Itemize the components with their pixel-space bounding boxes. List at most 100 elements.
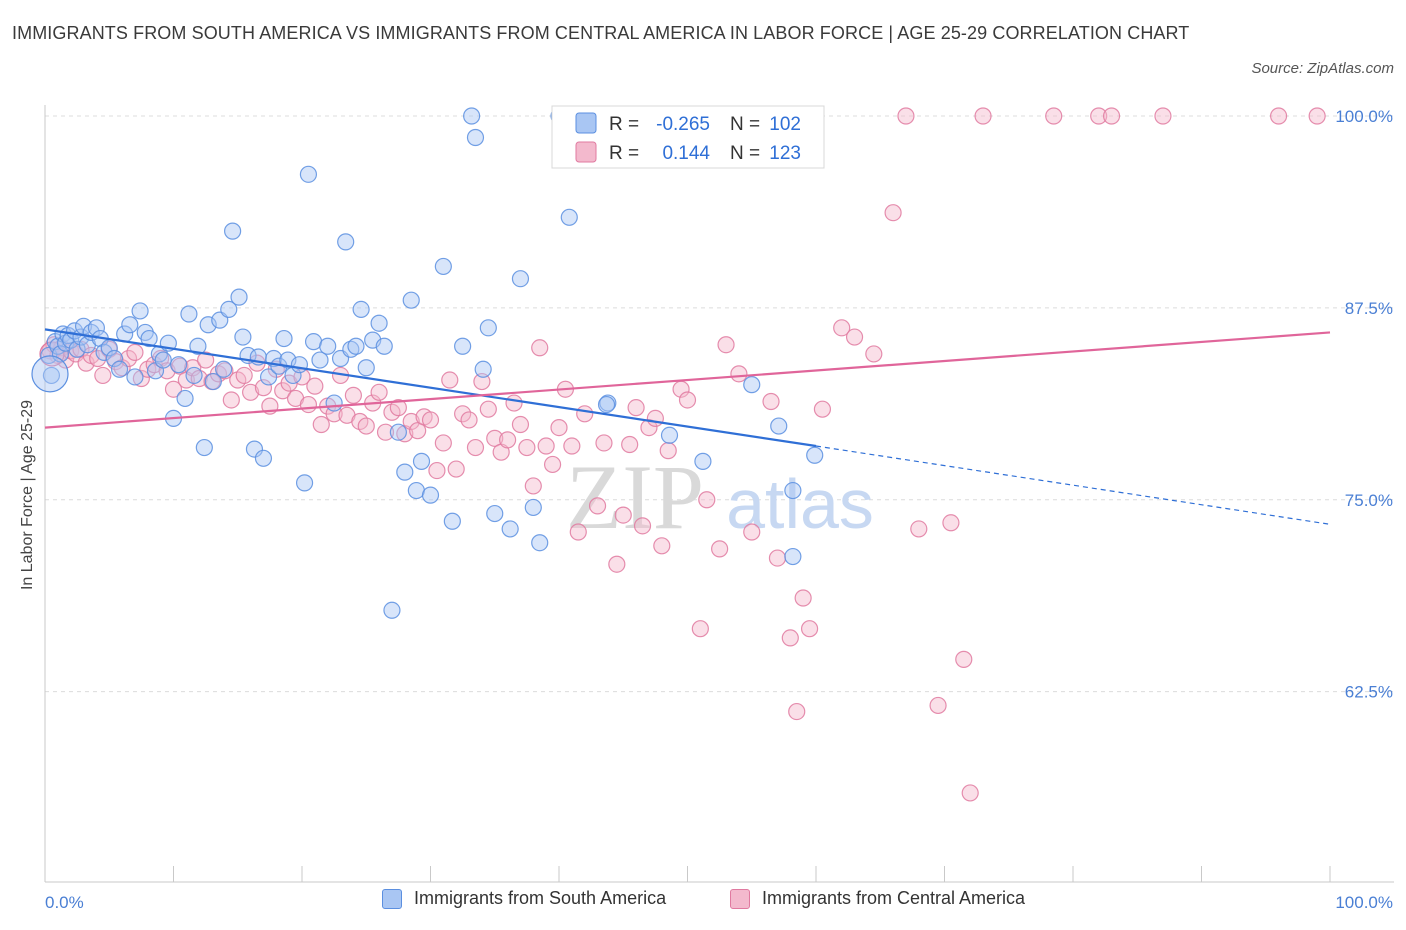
south-america-point <box>185 366 203 385</box>
south-america-point <box>434 257 452 276</box>
central-america-point <box>299 395 318 414</box>
south-america-point <box>126 368 144 386</box>
south-america-point <box>110 360 129 378</box>
south-america-point <box>743 376 761 394</box>
south-america-point <box>259 368 278 386</box>
y-tick-label: 87.5% <box>1345 299 1393 318</box>
central-america-point <box>524 477 542 495</box>
legend-n-label: N = <box>730 114 760 135</box>
south-america-point <box>474 360 492 378</box>
south-america-point <box>131 302 149 320</box>
watermark-zip: ZIP <box>566 446 704 548</box>
central-america-point <box>942 514 960 532</box>
south-america-point <box>220 300 238 319</box>
south-america-point <box>342 340 360 358</box>
central-america-point <box>1308 107 1326 125</box>
central-america-point <box>698 491 716 509</box>
x-tick-labels: 0.0% 100.0% <box>45 893 1393 912</box>
gridlines <box>45 115 1394 693</box>
series-central-america-points <box>39 107 1326 802</box>
south-america-point <box>290 356 309 374</box>
trend-line-south-america-extension <box>815 445 1331 525</box>
south-america-point <box>402 291 420 309</box>
central-america-point <box>794 589 812 607</box>
y-tick-label: 62.5% <box>1345 683 1393 702</box>
central-america-point <box>254 379 273 397</box>
trend-line-south-america <box>44 328 817 448</box>
legend-swatch-blue <box>575 112 597 134</box>
south-america-point <box>224 222 242 240</box>
central-america-point <box>132 369 150 388</box>
central-america-point <box>306 377 324 395</box>
south-america-point <box>176 389 194 408</box>
source-label: Source: ZipAtlas.com <box>1251 60 1394 77</box>
x-ticks <box>44 866 1331 882</box>
south-america-point <box>311 351 329 369</box>
central-america-point <box>518 438 536 457</box>
south-america-point <box>694 452 712 470</box>
south-america-point <box>170 356 188 374</box>
central-america-point <box>543 455 562 474</box>
central-america-point <box>588 497 607 515</box>
central-america-point <box>614 506 632 524</box>
watermark-atlas: atlas <box>726 465 874 543</box>
central-america-point <box>576 405 594 423</box>
south-america-point <box>180 305 198 323</box>
south-america-point <box>62 331 80 349</box>
south-america-point <box>479 319 497 337</box>
top-legend: R = -0.265 N = 102 R = 0.144 N = 123 <box>551 105 825 169</box>
south-america-point <box>375 337 393 355</box>
legend-r-label: R = <box>609 114 639 135</box>
central-america-point <box>910 520 928 538</box>
central-america-point <box>454 405 472 423</box>
central-america-point <box>466 438 485 457</box>
south-america-point <box>254 449 273 467</box>
central-america-point <box>621 435 639 454</box>
south-america-point <box>370 314 388 332</box>
legend-r-value-blue: -0.265 <box>656 114 710 135</box>
central-america-point <box>788 702 806 721</box>
central-america-point <box>376 423 395 441</box>
south-america-point <box>806 446 824 464</box>
central-america-point <box>389 399 407 417</box>
south-america-point <box>443 512 461 530</box>
central-america-point <box>897 107 915 125</box>
central-america-point <box>550 419 568 437</box>
central-america-point <box>1102 107 1121 125</box>
trend-line-central-america <box>44 331 1331 429</box>
central-america-point <box>505 394 523 412</box>
legend-box <box>551 105 825 169</box>
legend-n-label: N = <box>730 143 760 164</box>
south-america-point <box>560 208 578 226</box>
central-america-point <box>646 409 664 427</box>
central-america-point <box>499 431 517 449</box>
south-america-point <box>486 504 504 523</box>
central-america-point <box>955 650 973 668</box>
central-america-point <box>479 400 497 418</box>
central-america-point <box>537 437 555 455</box>
legend-n-value-pink: 123 <box>769 143 801 164</box>
central-america-point <box>357 417 375 435</box>
south-america-point <box>105 349 123 368</box>
central-america-point <box>743 523 761 541</box>
central-america-point <box>447 460 465 478</box>
central-america-point <box>344 386 362 404</box>
central-america-point <box>1045 107 1063 125</box>
south-america-point <box>275 329 293 348</box>
south-america-point <box>770 417 788 435</box>
central-america-point <box>691 620 709 638</box>
central-america-point <box>659 442 677 460</box>
central-america-point <box>845 328 864 346</box>
south-america-point <box>195 438 213 457</box>
central-america-point <box>164 380 183 398</box>
central-america-point <box>711 540 729 558</box>
central-america-point <box>1090 107 1108 125</box>
south-america-point <box>51 345 70 363</box>
y-tick-label: 100.0% <box>1335 107 1393 126</box>
central-america-point <box>402 412 420 431</box>
central-america-point <box>678 391 697 409</box>
central-america-point <box>473 372 491 391</box>
south-america-point <box>204 372 222 391</box>
south-america-point <box>389 423 407 441</box>
south-america-point <box>501 520 519 538</box>
